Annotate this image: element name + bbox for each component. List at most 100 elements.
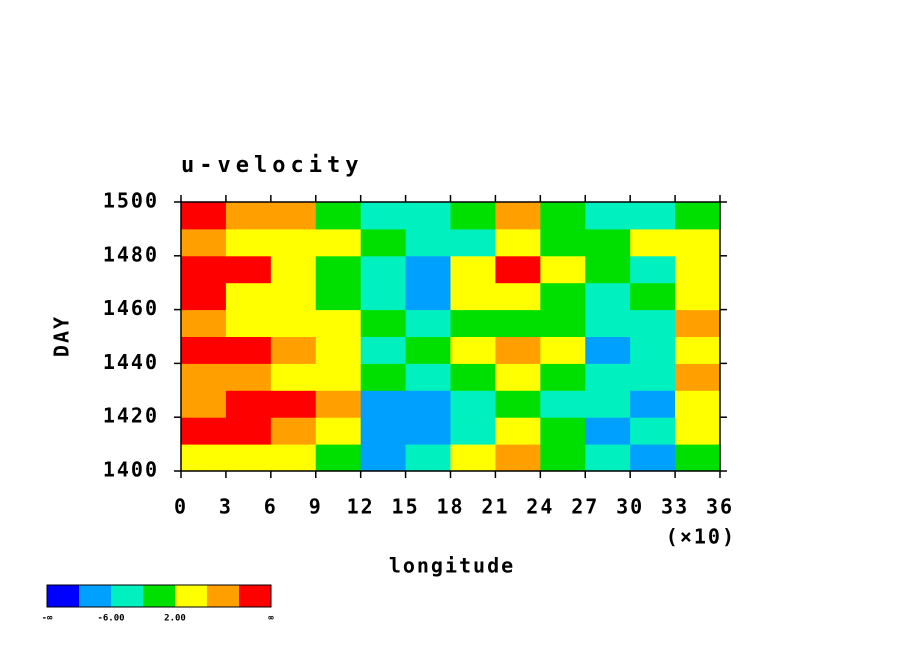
heatmap-cell [405,390,451,418]
heatmap-cell [225,336,272,364]
x-axis-note: (×10) [666,525,736,549]
heatmap-cell [360,202,407,230]
heatmap-cell [270,417,317,445]
heatmap-cell [630,202,676,230]
heatmap-cell [450,417,496,445]
heatmap-cell [225,309,272,337]
heatmap-cell [181,336,227,364]
x-tick-label: 36 [706,495,734,519]
x-tick-label: 15 [392,495,420,519]
heatmap-cell [405,309,451,337]
heatmap-cell [225,255,272,284]
heatmap-cell [495,390,541,418]
heatmap-cell [405,363,451,391]
heatmap-cell [675,309,721,337]
y-tick-label: 1500 [103,189,159,213]
heatmap-cell [270,390,317,418]
heatmap-cell [181,228,227,257]
heatmap-cell [181,202,227,230]
heatmap-cell [585,336,631,364]
heatmap-cell [360,363,407,391]
heatmap-cell [450,336,496,364]
heatmap-cell [495,255,541,284]
colorbar-swatch [47,585,79,607]
heatmap-cell [675,363,721,391]
heatmap-cell [450,309,496,337]
heatmap-cell [495,228,541,257]
heatmap-cell [315,309,362,337]
heatmap-cell [675,336,721,364]
x-tick-label: 9 [309,495,323,519]
heatmap-cell [450,228,496,257]
heatmap-cell [315,390,362,418]
colorbar-frame [46,584,272,608]
heatmap-cell [315,444,362,472]
heatmap-cell [225,417,272,445]
heatmap-cell [225,202,272,230]
heatmap-cell [585,255,631,284]
heatmap-cell [450,202,496,230]
heatmap-cell [315,282,362,311]
heatmap-cell [270,255,317,284]
y-tick-label: 1440 [103,350,159,374]
heatmap-cell [360,228,407,257]
heatmap-cell [270,202,317,230]
heatmap-cell [630,255,676,284]
x-tick-label: 33 [661,495,689,519]
heatmap-cell [225,390,272,418]
heatmap-cell [360,309,407,337]
heatmap-cell [405,282,451,311]
colorbar-label: -6.00 [97,614,124,624]
heatmap-cell [630,228,676,257]
heatmap-cell [405,444,451,472]
heatmap-cell [450,390,496,418]
heatmap-cell [630,417,676,445]
heatmap-cell [540,255,586,284]
heatmap-cell [360,444,407,472]
heatmap-cell [181,444,227,472]
heatmap-cell [360,255,407,284]
heatmap-cell [360,390,407,418]
heatmap-cell [495,202,541,230]
y-tick-label: 1400 [103,458,159,482]
heatmap-cell [675,255,721,284]
heatmap-cell [495,309,541,337]
heatmap-cell [630,336,676,364]
heatmap-cell [270,363,317,391]
heatmap-cell [270,309,317,337]
heatmap-cell [225,363,272,391]
heatmap-cell [405,336,451,364]
heatmap-cell [675,390,721,418]
x-tick-label: 27 [571,495,599,519]
heatmap-cell [675,282,721,311]
heatmap-cell [360,417,407,445]
heatmap-cell [495,363,541,391]
x-tick-label: 18 [436,495,464,519]
heatmap-cell [675,202,721,230]
heatmap-cell [540,282,586,311]
heatmap-cell [585,309,631,337]
heatmap-cell [540,363,586,391]
x-tick-label: 3 [219,495,233,519]
heatmap-cell [585,282,631,311]
heatmap-cell [630,363,676,391]
heatmap-cell [405,255,451,284]
heatmap-cell [630,444,676,472]
heatmap-cell [181,363,227,391]
heatmap-cell [360,336,407,364]
heatmap-cell [225,282,272,311]
heatmap-cell [540,202,586,230]
heatmap-cell [630,309,676,337]
heatmap-cell [181,282,227,311]
heatmap-cell [585,363,631,391]
heatmap-cell [585,444,631,472]
chart-title: u-velocity [181,153,363,178]
x-tick-label: 21 [481,495,509,519]
heatmap-cell [585,417,631,445]
heatmap-cell [540,444,586,472]
heatmap-cell [540,417,586,445]
colorbar-label: ∞ [268,614,274,624]
heatmap-cell [495,336,541,364]
heatmap-cell [585,390,631,418]
